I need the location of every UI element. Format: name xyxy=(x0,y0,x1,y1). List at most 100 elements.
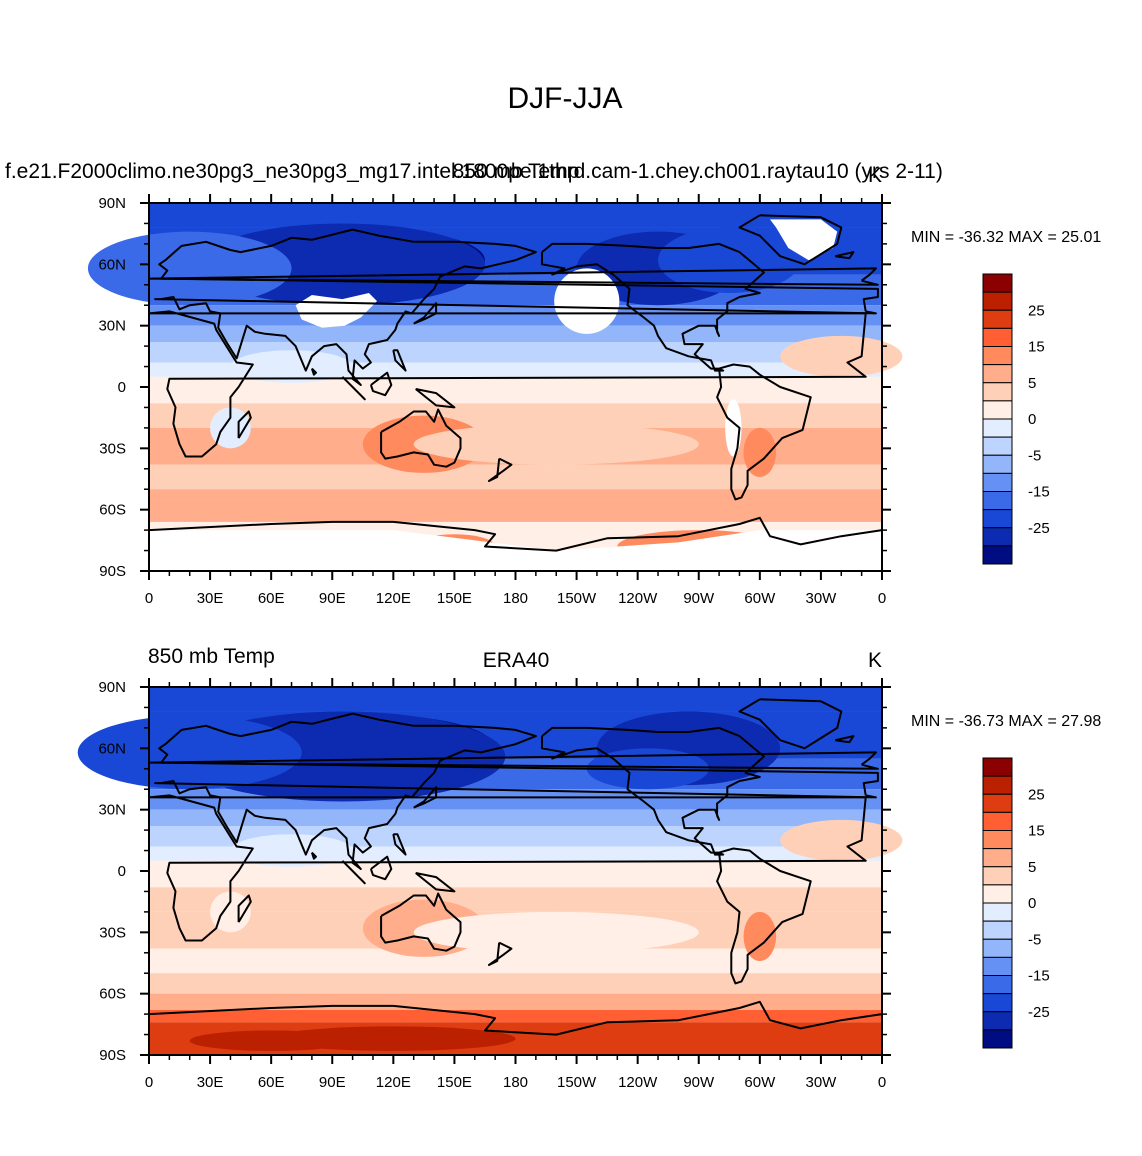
coastline xyxy=(369,855,393,881)
colorbar-swatch xyxy=(982,975,1013,995)
colorbar-swatch xyxy=(982,902,1013,922)
anomaly-region xyxy=(210,407,251,449)
lon-tick-label: 30E xyxy=(197,1074,224,1091)
colorbar-label: 15 xyxy=(1028,339,1045,356)
coastline xyxy=(369,371,393,397)
lat-tick-label: 30S xyxy=(99,924,126,941)
coastline xyxy=(154,712,879,870)
panel2-units-label: K xyxy=(868,649,883,672)
panel2-left-label: 850 mb Temp xyxy=(148,645,275,668)
lon-tick-label: 150E xyxy=(437,1074,472,1091)
lon-tick-label: 60W xyxy=(744,590,776,607)
coastline xyxy=(415,872,456,893)
anomaly-region xyxy=(230,834,353,867)
anomaly-region xyxy=(189,1030,353,1051)
coastline xyxy=(415,388,456,409)
panel2-center-label: ERA40 xyxy=(482,649,550,672)
panel1-units-label: K xyxy=(868,164,883,187)
coastline xyxy=(148,516,883,552)
coastline xyxy=(341,376,366,401)
colorbar-label: 15 xyxy=(1028,823,1045,840)
lat-tick-label: 60N xyxy=(98,740,126,757)
colorbar-swatch xyxy=(982,757,1013,777)
missing-data-mask xyxy=(770,219,838,261)
coastline xyxy=(738,214,843,266)
anomaly-region xyxy=(413,911,699,953)
lon-tick-label: 30W xyxy=(805,1074,837,1091)
coastline xyxy=(310,367,317,376)
lat-tick-label: 60S xyxy=(99,986,126,1003)
coastline xyxy=(148,794,867,942)
coastline xyxy=(392,349,407,372)
coastline xyxy=(413,302,438,325)
coastline xyxy=(413,786,438,809)
colorbar-label: 0 xyxy=(1028,411,1036,428)
coastline xyxy=(738,698,843,750)
anomaly-region xyxy=(780,335,903,377)
panel2-colorbar: 25 15 5 0 -5 -15 -25 xyxy=(982,757,1050,1049)
lat-tick-label: 90S xyxy=(99,563,126,580)
anomaly-region xyxy=(658,227,801,293)
coastline xyxy=(716,847,812,985)
anomaly-region xyxy=(230,350,353,383)
colorbar-label: 5 xyxy=(1028,375,1036,392)
lon-tick-label: 120E xyxy=(376,590,411,607)
anomaly-region xyxy=(780,819,903,861)
coastline xyxy=(380,892,462,952)
colorbar-swatch xyxy=(982,1029,1013,1049)
lon-tick-label: 90E xyxy=(319,1074,346,1091)
lon-tick-label: 180 xyxy=(503,1074,528,1091)
coastline xyxy=(237,894,252,923)
zonal-band xyxy=(149,325,882,343)
missing-data-mask xyxy=(149,530,882,571)
figure-title: DJF-JJA xyxy=(507,82,623,115)
coastline xyxy=(154,228,879,386)
lat-tick-label: 30N xyxy=(98,318,126,335)
lon-tick-label: 60E xyxy=(258,1074,285,1091)
lon-tick-label: 90W xyxy=(683,590,715,607)
lat-tick-label: 60S xyxy=(99,502,126,519)
colorbar-swatch xyxy=(982,830,1013,850)
panel1-center-label: 850 mb Temp xyxy=(452,160,580,183)
coastline xyxy=(541,726,765,856)
anomaly-region xyxy=(413,423,699,465)
colorbar-swatch xyxy=(982,920,1013,940)
colorbar-swatch xyxy=(982,811,1013,831)
colorbar-label: 5 xyxy=(1028,859,1036,876)
colorbar-swatch xyxy=(982,956,1013,976)
panel1-colorbar: 25 15 5 0 -5 -15 -25 xyxy=(982,273,1050,565)
panel1-min-max: MIN = -36.32 MAX = 25.01 xyxy=(911,229,1102,246)
coastline xyxy=(341,860,366,885)
lat-tick-label: 0 xyxy=(118,863,126,880)
lon-tick-label: 120W xyxy=(618,1074,658,1091)
zonal-band xyxy=(149,1010,882,1023)
colorbar-label: 25 xyxy=(1028,302,1045,319)
colorbar-swatch xyxy=(982,775,1013,795)
zonal-band xyxy=(149,887,882,912)
coastline xyxy=(392,833,407,856)
colorbar-swatch xyxy=(982,884,1013,904)
lat-tick-label: 0 xyxy=(118,379,126,396)
coastline xyxy=(488,941,513,966)
coastline xyxy=(310,851,317,860)
coastline xyxy=(541,242,765,372)
lat-tick-label: 90N xyxy=(98,195,126,212)
colorbar-swatch xyxy=(982,938,1013,958)
colorbar-label: -25 xyxy=(1028,520,1050,537)
coastline xyxy=(148,1000,883,1036)
lon-tick-label: 150W xyxy=(557,590,597,607)
lon-tick-label: 0 xyxy=(145,590,153,607)
lon-tick-label: 90E xyxy=(319,590,346,607)
anomaly-region xyxy=(77,715,302,790)
coastline xyxy=(488,457,513,482)
colorbar-label: -5 xyxy=(1028,931,1041,948)
lon-tick-label: 150W xyxy=(557,1074,597,1091)
colorbar-label: -15 xyxy=(1028,484,1050,501)
lon-tick-label: 180 xyxy=(503,590,528,607)
lon-tick-label: 120W xyxy=(618,590,658,607)
lon-tick-label: 0 xyxy=(145,1074,153,1091)
lon-tick-label: 0 xyxy=(878,1074,886,1091)
colorbar-swatch xyxy=(982,545,1013,565)
